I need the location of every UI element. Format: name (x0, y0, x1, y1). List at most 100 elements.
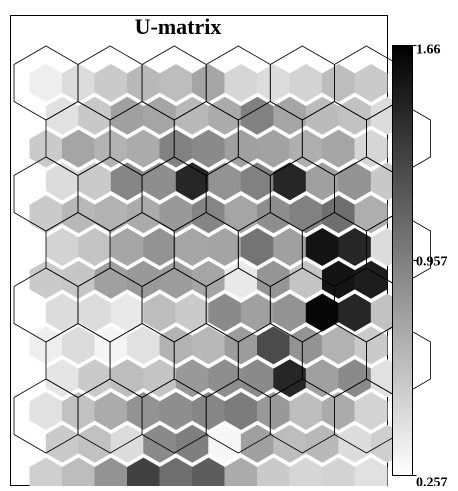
hex-cell (322, 392, 355, 430)
hex-cell (143, 293, 177, 332)
hex-cell (224, 195, 258, 234)
hex-cell (45, 228, 79, 266)
hex-cell (94, 457, 128, 491)
hex-outlines (13, 45, 431, 454)
hex-cell (338, 359, 372, 398)
hex-cell (78, 359, 112, 398)
hex-cell (192, 326, 225, 365)
hex-cell (29, 260, 63, 299)
hex-cell (224, 326, 258, 365)
hex-cell (240, 162, 274, 201)
hex-cell (159, 392, 193, 430)
hex-cell (354, 129, 388, 168)
hex-cell (289, 457, 323, 491)
hex-cell (94, 195, 128, 234)
hex-cell (224, 64, 258, 102)
hex-cells (29, 64, 404, 491)
hex-cell (110, 293, 144, 332)
chart-title: U-matrix (135, 14, 222, 39)
hex-cell (273, 162, 307, 201)
hex-cell (289, 260, 323, 299)
hex-cell (208, 293, 242, 332)
hex-cell (175, 228, 209, 266)
hex-cell (224, 457, 258, 491)
hex-cell (257, 326, 290, 365)
colorbar (392, 45, 413, 476)
hex-cell (62, 326, 95, 365)
colorbar-ticks: 1.66 0.957 0.257 (412, 43, 448, 491)
hex-cell (305, 228, 339, 266)
hex-cell (224, 260, 258, 299)
hex-cell (257, 392, 290, 430)
hex-cell (78, 162, 112, 201)
hex-cell (175, 162, 209, 201)
hex-cell (208, 359, 242, 398)
hex-cell (45, 293, 79, 332)
hex-cell (273, 359, 307, 398)
hex-cell (175, 424, 209, 463)
hex-cell (354, 457, 388, 491)
hex-cell (62, 392, 95, 430)
hex-cell (338, 96, 372, 135)
hex-cell (224, 129, 258, 168)
hex-cell (273, 424, 307, 463)
hex-cell (354, 195, 388, 234)
hex-cell (338, 424, 372, 463)
hex-cell (29, 457, 63, 491)
hex-cell (62, 195, 95, 234)
hex-cell (94, 326, 128, 365)
hex-cell (257, 260, 290, 299)
hex-cell (45, 359, 79, 398)
hex-cell (208, 96, 242, 135)
hex-cell (78, 293, 112, 332)
hex-cell (208, 228, 242, 266)
hex-cell (354, 326, 388, 365)
hex-cell (175, 359, 209, 398)
hex-cell (289, 195, 323, 234)
hex-cell (322, 260, 355, 299)
hex-cell (354, 64, 388, 102)
hex-cell (305, 96, 339, 135)
hex-cell (127, 260, 160, 299)
hex-cell (127, 64, 160, 102)
hex-cell (127, 457, 160, 491)
hex-cell (143, 96, 177, 135)
hex-cell (305, 359, 339, 398)
hex-cell (78, 228, 112, 266)
hex-cell (127, 195, 160, 234)
hex-cell (62, 129, 95, 168)
hex-cell (240, 293, 274, 332)
hex-cell (110, 228, 144, 266)
hex-cell (29, 195, 63, 234)
hex-cell (175, 293, 209, 332)
hex-cell (127, 129, 160, 168)
hex-cell (159, 260, 193, 299)
hex-cell (273, 228, 307, 266)
hex-cell (94, 64, 128, 102)
hex-cell (257, 457, 290, 491)
hex-cell (143, 228, 177, 266)
hex-cell (338, 162, 372, 201)
hex-cell (159, 326, 193, 365)
hex-cell (240, 228, 274, 266)
hex-cell (257, 129, 290, 168)
hex-cell (305, 424, 339, 463)
hex-cell (45, 96, 79, 135)
hex-cell (45, 162, 79, 201)
hex-cell (159, 195, 193, 234)
hex-cell (289, 326, 323, 365)
hex-cell (192, 457, 225, 491)
hex-cell (143, 359, 177, 398)
hex-cell (289, 129, 323, 168)
hex-cell (224, 392, 258, 430)
hex-cell (322, 195, 355, 234)
hex-cell (94, 129, 128, 168)
hex-cell (273, 96, 307, 135)
hex-cell (175, 96, 209, 135)
hex-cell (305, 162, 339, 201)
hex-cell (192, 260, 225, 299)
hex-cell (322, 64, 355, 102)
hex-cell (240, 359, 274, 398)
hex-cell (257, 64, 290, 102)
